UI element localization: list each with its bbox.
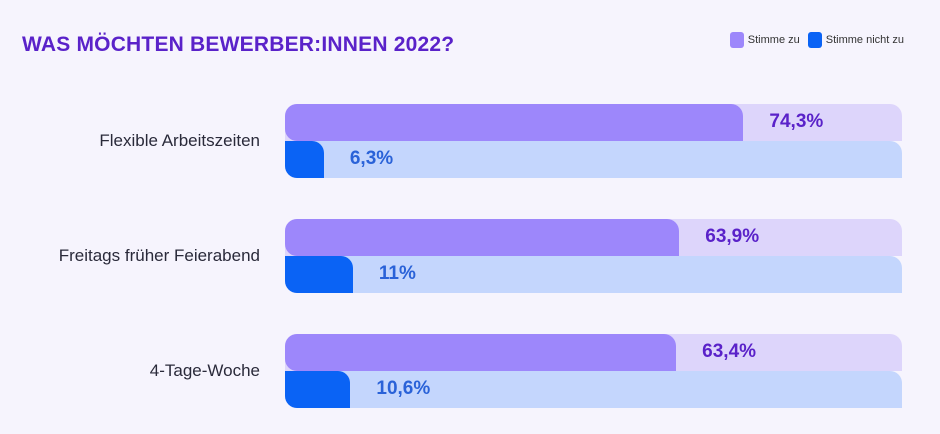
disagree-track: 6,3% [285, 141, 902, 178]
disagree-bar [285, 371, 351, 408]
disagree-track: 10,6% [285, 371, 902, 408]
legend-swatch-disagree [807, 32, 822, 48]
disagree-track: 11% [285, 256, 902, 293]
agree-bar [285, 219, 680, 256]
data-label: 63,4% [702, 341, 757, 362]
legend-label-disagree: Stimme nicht zu [825, 34, 904, 46]
legend-item-agree: Stimme zu [729, 32, 800, 48]
disagree-bar [285, 256, 353, 293]
disagree-bar [285, 141, 324, 178]
data-label: 74,3% [769, 111, 824, 132]
legend-label-agree: Stimme zu [747, 34, 800, 46]
agree-track: 63,9% [285, 219, 902, 256]
data-label: 63,9% [705, 226, 760, 247]
agree-bar [285, 334, 677, 371]
chart-title: WAS MÖCHTEN BEWERBER:INNEN 2022? [22, 33, 455, 56]
agree-track: 63,4% [285, 334, 902, 371]
legend-swatch-agree [729, 32, 744, 48]
data-label: 10,6% [376, 378, 431, 399]
legend: Stimme zu Stimme nicht zu [729, 32, 904, 48]
agree-track: 74,3% [285, 104, 902, 141]
category-label: 4-Tage-Woche [149, 361, 260, 380]
data-label: 6,3% [349, 148, 394, 169]
category-label: Freitags früher Feierabend [58, 246, 260, 265]
category-label: Flexible Arbeitszeiten [99, 131, 260, 150]
agree-bar [285, 104, 744, 141]
data-label: 11% [378, 263, 416, 284]
legend-item-disagree: Stimme nicht zu [807, 32, 904, 48]
